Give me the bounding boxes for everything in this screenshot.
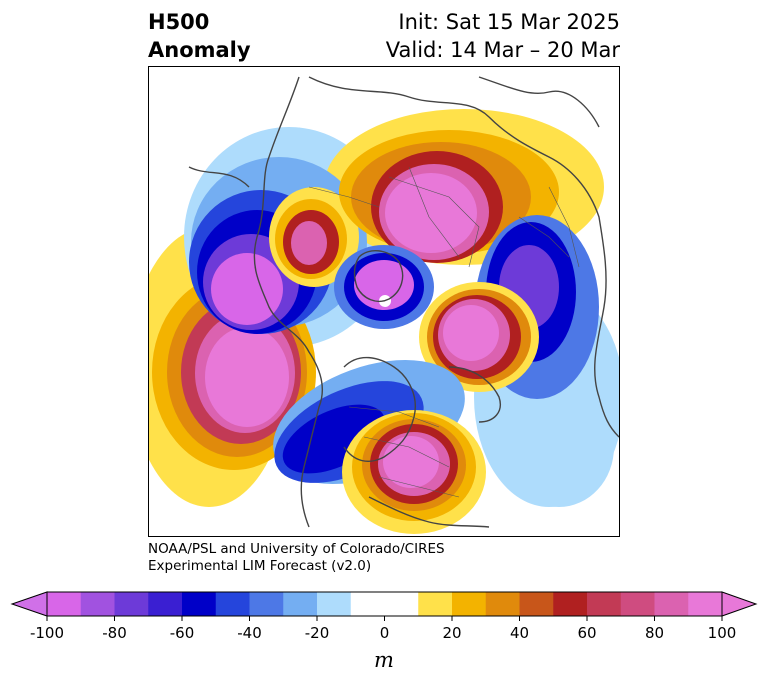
colorbar: -100 -80 -60 -40 -20 0 20 40 60 80 100 [10, 591, 758, 642]
colorbar-segment [350, 592, 385, 616]
colorbar-segment [249, 592, 284, 616]
valid-range: Valid: 14 Mar – 20 Mar [385, 38, 620, 62]
colorbar-segment [148, 592, 183, 616]
credit-line-1: NOAA/PSL and University of Colorado/CIRE… [148, 541, 445, 557]
colorbar-segment [553, 592, 588, 616]
colorbar-segment [452, 592, 487, 616]
title-line-2: Anomaly [148, 38, 251, 62]
colorbar-over-arrow [721, 591, 758, 617]
colorbar-tick-label: 100 [708, 624, 737, 642]
colorbar-segment [80, 592, 115, 616]
chart-title: H500 Anomaly [148, 8, 251, 64]
colorbar-tick-label: -60 [170, 624, 195, 642]
colorbar-segment [317, 592, 352, 616]
blob-magenta-left [205, 327, 289, 427]
borders [308, 166, 580, 498]
colorbar-segment [587, 592, 622, 616]
colorbar-segment [384, 592, 419, 616]
colorbar-segment [519, 592, 554, 616]
colorbar-segment [114, 592, 149, 616]
colorbar-segment [215, 592, 250, 616]
colorbar-segment [418, 592, 453, 616]
forecast-dates: Init: Sat 15 Mar 2025 Valid: 14 Mar – 20… [386, 8, 620, 64]
colorbar-segment [47, 592, 82, 616]
blob-magenta-center [443, 305, 499, 361]
colorbar-units: m [374, 648, 394, 672]
colorbar-segment [182, 592, 217, 616]
credit-line-2: Experimental LIM Forecast (v2.0) [148, 558, 372, 574]
colorbar-tick-label: 0 [380, 624, 390, 642]
colorbar-tick-label: 80 [645, 624, 664, 642]
colorbar-segment [283, 592, 318, 616]
colorbar-tick-label: -40 [237, 624, 262, 642]
map-svg [149, 76, 619, 534]
blob-magenta-south [383, 436, 439, 488]
colorbar-segment [654, 592, 689, 616]
anomaly-map [148, 66, 620, 537]
colorbar-segment [688, 592, 723, 616]
blob-pink-ak [291, 221, 327, 265]
colorbar-tick-label: -20 [305, 624, 330, 642]
colorbar-under-arrow [10, 591, 48, 617]
blob-magenta-pole [354, 260, 414, 310]
colorbar-segment [620, 592, 655, 616]
coastlines [188, 76, 619, 528]
colorbar-segment [485, 592, 520, 616]
blob-lightblue-south-outer [504, 387, 614, 507]
colorbar-tick-label: -80 [102, 624, 127, 642]
anomaly-field [149, 109, 619, 534]
title-line-1: H500 [148, 10, 210, 34]
colorbar-tick-label: -100 [30, 624, 64, 642]
blob-magenta-nw [211, 253, 283, 325]
colorbar-tick-label: 60 [577, 624, 596, 642]
colorbar-tick-label: 20 [442, 624, 461, 642]
colorbar-tick-label: 40 [510, 624, 529, 642]
blob-magenta-north [385, 173, 477, 253]
init-date: Init: Sat 15 Mar 2025 [398, 10, 620, 34]
credit-text: NOAA/PSL and University of Colorado/CIRE… [148, 541, 445, 575]
